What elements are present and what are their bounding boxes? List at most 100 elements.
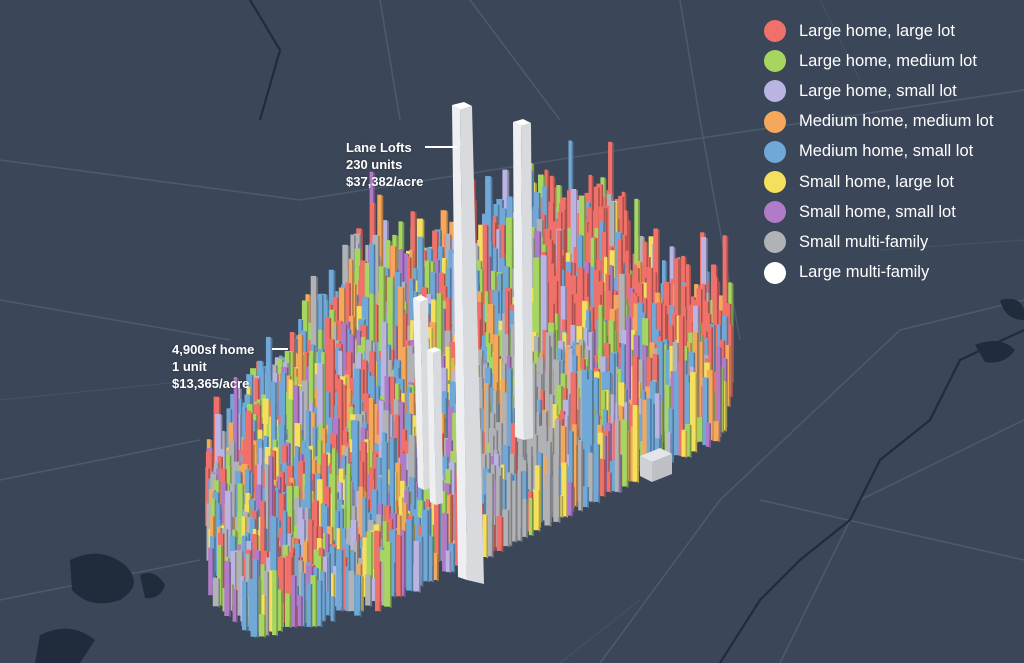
building-bar-side (661, 401, 664, 463)
water-areas (35, 298, 1024, 663)
building-bar-side (720, 347, 722, 438)
building-bar-side (685, 430, 688, 458)
building-bar (664, 384, 670, 457)
building-bar-side (381, 195, 384, 323)
building-bar-side (629, 432, 631, 482)
building-bar-side (680, 258, 682, 348)
building-bar (670, 371, 675, 447)
building-bar-side (658, 229, 660, 347)
building-bar (581, 370, 587, 487)
building-bar (407, 256, 411, 356)
building-bar (722, 235, 727, 382)
building-bar-side (638, 449, 640, 472)
building-bar-side (725, 381, 727, 432)
building-bar (354, 248, 361, 342)
building-bar (681, 429, 686, 457)
building-bar-side (637, 406, 639, 483)
building-bar-side (714, 325, 716, 413)
building-bar-side (626, 420, 629, 488)
building-bar (690, 372, 696, 452)
building-bar (381, 321, 387, 451)
building-bar (280, 372, 285, 456)
building-bar-side (445, 398, 448, 467)
building-bar-side (414, 212, 417, 317)
building-bar (637, 302, 643, 402)
building-bar-side (405, 347, 408, 427)
building-bar (540, 255, 547, 397)
building-bar-side (689, 424, 692, 458)
building-bar (685, 423, 690, 457)
building-bar-side (610, 423, 612, 482)
building-bar (674, 371, 680, 456)
building-bar (630, 426, 635, 482)
building-bar-side (324, 353, 327, 487)
building-bar (398, 401, 403, 487)
building-bar-side (546, 256, 549, 398)
building-bar-side (650, 399, 652, 478)
building-bar-side (277, 373, 279, 458)
building-bar (714, 391, 719, 427)
building-bar-side (345, 385, 347, 462)
building-bar (716, 346, 721, 437)
river (249, 0, 1024, 663)
building-bar-side (567, 415, 570, 488)
building-bar-side (713, 391, 716, 438)
building-bar (502, 392, 508, 477)
building-bar (698, 341, 703, 432)
building-bar-side (653, 403, 655, 473)
building-bar (610, 394, 614, 476)
building-bar (642, 344, 647, 432)
building-bar-side (355, 284, 357, 357)
building-bar-side (352, 259, 354, 363)
building-bar (626, 316, 630, 456)
building-bar-side (659, 394, 661, 468)
building-bar (646, 398, 651, 477)
building-bar-side (609, 372, 612, 457)
building-bar (657, 341, 663, 441)
building-bar (666, 432, 671, 466)
building-bar-side (731, 325, 733, 398)
building-bar-side (697, 332, 699, 443)
building-bar-side (707, 378, 709, 447)
building-bar (533, 257, 540, 406)
building-bar-side (316, 276, 318, 423)
building-bar (642, 399, 648, 472)
building-bar-side (565, 199, 567, 303)
building-bar-side (709, 423, 711, 448)
building-bar (301, 380, 308, 467)
building-bar-side (729, 345, 731, 408)
building-bar (618, 405, 623, 476)
building-bar-side (695, 373, 698, 453)
building-bar-side (539, 258, 541, 407)
building-bar (696, 417, 702, 442)
building-bar-side (629, 317, 632, 457)
building-bar (621, 419, 627, 487)
building-bar (329, 338, 334, 472)
building-bar (373, 404, 378, 471)
building-bar-side (718, 422, 721, 443)
building-bar (706, 370, 713, 441)
building-bar-side (599, 372, 602, 447)
building-bar (570, 189, 577, 301)
building-bar-side (682, 316, 685, 457)
building-bar (324, 317, 330, 452)
building-bar (566, 293, 572, 391)
building-bar (678, 315, 683, 456)
building-bar (705, 422, 710, 447)
building-bar-side (712, 371, 715, 442)
building-bar-side (672, 409, 674, 463)
building-bar (545, 334, 550, 467)
building-bar-side (285, 373, 287, 457)
building-bar-side (446, 392, 449, 462)
building-bar-side (608, 431, 610, 488)
building-bar (702, 377, 707, 446)
building-bar-side (722, 367, 725, 433)
building-bar (654, 393, 660, 467)
building-bar (632, 405, 638, 482)
building-bar (452, 253, 456, 382)
building-bar-side (697, 306, 700, 437)
